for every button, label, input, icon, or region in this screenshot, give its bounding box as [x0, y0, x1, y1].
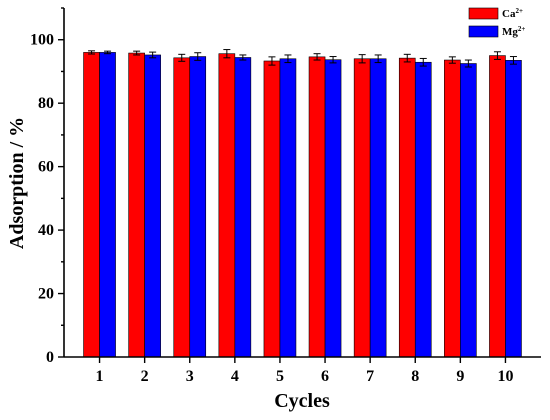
- x-tick-label-7: 7: [366, 368, 374, 385]
- x-tick-label-9: 9: [456, 368, 464, 385]
- bar-ca-cycle-5: [263, 60, 281, 358]
- bar-mg-cycle-7: [369, 58, 387, 358]
- bar-mg-cycle-2: [144, 54, 161, 358]
- legend-swatch-ca: [468, 7, 499, 20]
- bar-ca-cycle-3: [173, 57, 191, 358]
- y-tick-label-100: 100: [30, 32, 54, 49]
- y-tick-label-20: 20: [38, 286, 54, 303]
- x-tick-label-5: 5: [276, 368, 284, 385]
- plot-area: 0 20 40 60 80 100 1 2 3 4 5 6 7 8 9 10: [30, 7, 541, 385]
- y-tick-label-80: 80: [38, 95, 54, 112]
- legend-label-ca: Ca2+: [502, 7, 523, 20]
- legend-swatch-mg: [468, 25, 499, 38]
- bar-ca-cycle-10: [489, 55, 506, 358]
- bar-ca-cycle-6: [308, 56, 326, 358]
- x-tick-label-3: 3: [186, 368, 194, 385]
- bar-ca-cycle-4: [218, 53, 236, 358]
- x-tick-label-4: 4: [231, 368, 239, 385]
- x-tick-label-2: 2: [141, 368, 149, 385]
- bar-mg-cycle-8: [414, 61, 432, 358]
- bar-mg-cycle-4: [234, 57, 252, 358]
- bar-ca-cycle-8: [398, 57, 416, 358]
- bar-mg-cycle-6: [324, 59, 342, 358]
- x-tick-label-6: 6: [321, 368, 329, 385]
- bar-mg-cycle-9: [460, 63, 477, 358]
- y-tick-label-0: 0: [46, 349, 54, 366]
- x-tick-label-10: 10: [497, 368, 513, 385]
- y-tick-label-40: 40: [38, 222, 54, 239]
- bar-ca-cycle-9: [444, 59, 461, 358]
- x-tick-label-8: 8: [411, 368, 419, 385]
- bar-mg-cycle-5: [279, 58, 297, 358]
- bar-mg-cycle-3: [189, 56, 207, 358]
- x-tick-label-1: 1: [96, 368, 104, 385]
- bar-ca-cycle-2: [128, 52, 145, 358]
- legend-label-mg: Mg2+: [502, 25, 525, 38]
- y-axis-title: Adsorption / %: [6, 117, 28, 249]
- bar-ca-cycle-1: [83, 52, 100, 358]
- bar-mg-cycle-10: [505, 60, 522, 358]
- y-tick-label-60: 60: [38, 159, 54, 176]
- bar-ca-cycle-7: [353, 58, 371, 358]
- bar-mg-cycle-1: [99, 52, 116, 358]
- x-axis-title: Cycles: [274, 390, 330, 412]
- legend: Ca2+ Mg2+: [468, 7, 525, 38]
